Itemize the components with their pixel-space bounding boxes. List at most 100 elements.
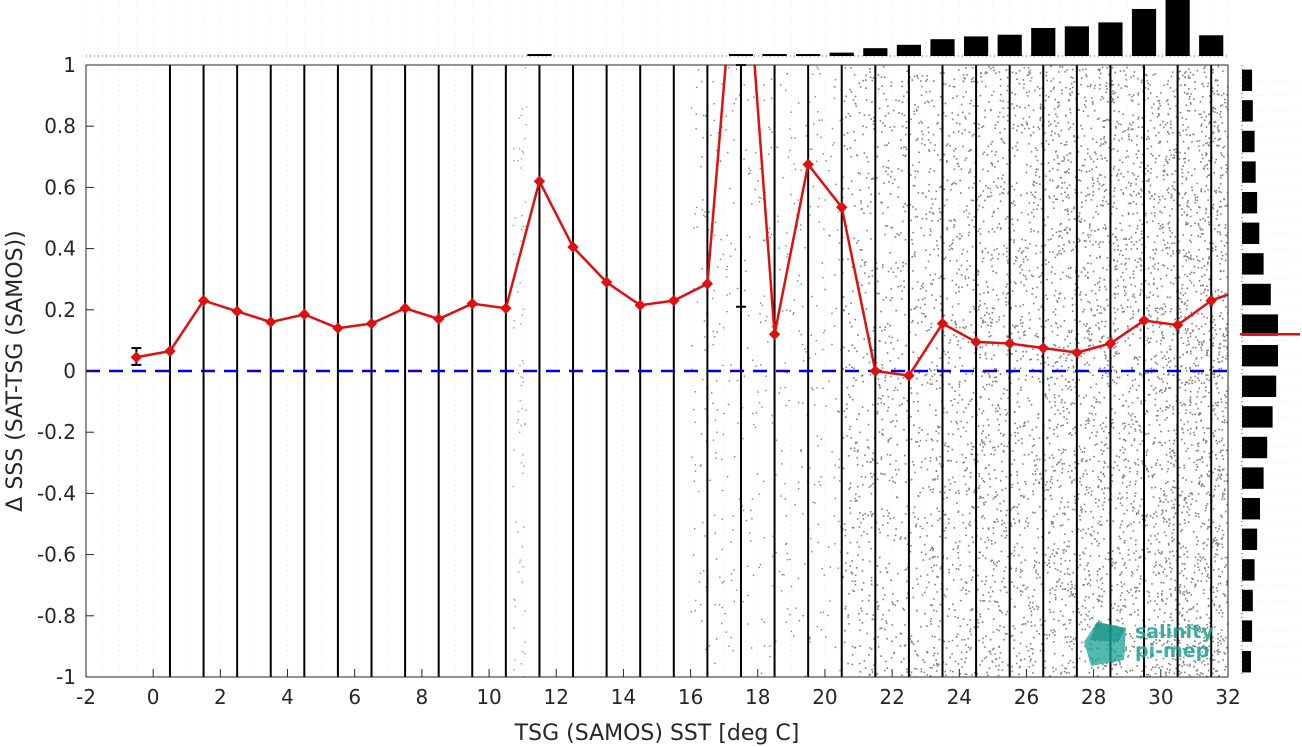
scatter-point bbox=[1080, 511, 1083, 513]
scatter-point bbox=[948, 245, 951, 247]
scatter-point bbox=[1142, 463, 1144, 465]
scatter-point bbox=[1136, 397, 1139, 399]
scatter-point bbox=[1212, 71, 1214, 74]
scatter-point bbox=[1131, 594, 1134, 597]
scatter-point bbox=[1053, 108, 1056, 110]
scatter-point bbox=[1198, 341, 1200, 343]
scatter-point bbox=[960, 235, 963, 238]
scatter-point bbox=[1149, 172, 1152, 174]
scatter-point bbox=[1030, 625, 1033, 627]
scatter-point bbox=[1087, 422, 1090, 425]
scatter-point bbox=[1048, 634, 1051, 636]
scatter-point bbox=[1039, 118, 1042, 120]
scatter-point bbox=[1100, 154, 1103, 157]
scatter-point bbox=[1092, 516, 1095, 519]
scatter-point bbox=[887, 112, 890, 115]
scatter-point bbox=[903, 428, 905, 431]
scatter-point bbox=[1226, 276, 1228, 279]
scatter-point bbox=[1197, 235, 1199, 237]
scatter-point bbox=[1204, 647, 1207, 649]
scatter-point bbox=[920, 285, 923, 287]
scatter-point bbox=[948, 608, 950, 610]
scatter-point bbox=[1111, 66, 1114, 69]
scatter-point bbox=[1175, 559, 1178, 562]
scatter-point bbox=[998, 316, 1001, 318]
scatter-point bbox=[1218, 353, 1220, 356]
scatter-point bbox=[1157, 262, 1160, 265]
scatter-point bbox=[1073, 643, 1075, 645]
scatter-point bbox=[964, 469, 966, 472]
scatter-point bbox=[1090, 338, 1092, 341]
scatter-point bbox=[1186, 511, 1189, 513]
scatter-point bbox=[1164, 387, 1167, 389]
scatter-point bbox=[842, 187, 845, 190]
scatter-point bbox=[887, 395, 890, 398]
scatter-point bbox=[1065, 672, 1068, 674]
scatter-point bbox=[1051, 281, 1053, 284]
scatter-point bbox=[854, 139, 856, 142]
scatter-point bbox=[1221, 546, 1224, 549]
scatter-point bbox=[1078, 109, 1081, 111]
scatter-point bbox=[1090, 309, 1093, 312]
scatter-point bbox=[1222, 333, 1225, 335]
scatter-point bbox=[886, 453, 889, 456]
scatter-point bbox=[1085, 74, 1087, 76]
scatter-point bbox=[1162, 571, 1164, 573]
scatter-point bbox=[1016, 506, 1019, 508]
scatter-point bbox=[1196, 259, 1199, 262]
scatter-point bbox=[1048, 143, 1050, 146]
scatter-point bbox=[944, 674, 947, 677]
scatter-point bbox=[1080, 145, 1082, 147]
scatter-point bbox=[1195, 427, 1198, 430]
scatter-point bbox=[1130, 588, 1132, 591]
scatter-point bbox=[997, 207, 999, 210]
scatter-point bbox=[1119, 552, 1121, 554]
top-histogram-bar bbox=[1064, 26, 1089, 56]
scatter-point bbox=[1121, 214, 1124, 217]
scatter-point bbox=[1068, 381, 1071, 383]
scatter-point bbox=[964, 661, 966, 663]
scatter-point bbox=[953, 226, 955, 229]
scatter-point bbox=[1048, 195, 1050, 198]
scatter-point bbox=[1060, 425, 1062, 427]
scatter-point bbox=[1111, 584, 1113, 587]
scatter-point bbox=[886, 144, 888, 146]
scatter-point bbox=[1213, 667, 1215, 670]
scatter-point bbox=[1147, 372, 1149, 374]
scatter-point bbox=[856, 499, 858, 502]
scatter-point bbox=[1078, 657, 1081, 660]
scatter-point bbox=[1173, 181, 1176, 183]
scatter-point bbox=[854, 497, 857, 500]
scatter-point bbox=[932, 133, 935, 136]
scatter-point bbox=[1218, 138, 1221, 140]
scatter-point bbox=[1041, 245, 1043, 247]
scatter-point bbox=[1161, 468, 1163, 470]
scatter-point bbox=[1174, 189, 1176, 191]
scatter-point bbox=[1060, 401, 1063, 404]
scatter-point bbox=[1185, 71, 1187, 73]
scatter-point bbox=[1116, 464, 1119, 467]
scatter-point bbox=[1190, 503, 1192, 506]
scatter-point bbox=[1030, 77, 1033, 79]
scatter-point bbox=[1221, 437, 1224, 440]
scatter-point bbox=[930, 618, 933, 620]
scatter-point bbox=[906, 543, 909, 546]
scatter-point bbox=[1169, 296, 1171, 299]
scatter-point bbox=[1159, 140, 1161, 143]
scatter-point bbox=[1086, 583, 1089, 586]
scatter-point bbox=[1013, 107, 1015, 109]
scatter-point bbox=[1173, 199, 1175, 202]
scatter-point bbox=[901, 403, 903, 405]
scatter-point bbox=[1158, 131, 1160, 134]
scatter-point bbox=[1090, 199, 1093, 201]
scatter-point bbox=[1167, 460, 1169, 463]
scatter-point bbox=[1027, 95, 1029, 97]
scatter-point bbox=[1197, 377, 1199, 380]
scatter-point bbox=[1048, 251, 1051, 254]
scatter-point bbox=[1153, 267, 1156, 270]
scatter-point bbox=[902, 146, 905, 149]
scatter-point bbox=[948, 383, 951, 385]
scatter-point bbox=[1043, 453, 1046, 456]
scatter-point bbox=[1079, 564, 1081, 566]
scatter-point bbox=[1026, 517, 1028, 520]
